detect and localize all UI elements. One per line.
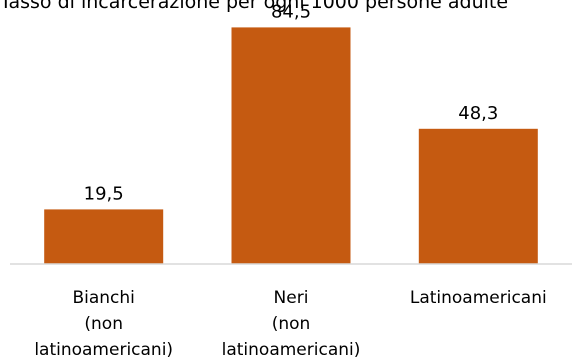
bar-0	[44, 209, 164, 264]
bar-2	[418, 128, 538, 264]
value-label-1: 84,5	[271, 1, 311, 22]
bar-1	[231, 27, 351, 265]
bars-group	[44, 27, 538, 265]
category-label-2-line-0: Latinoamericani	[410, 288, 547, 308]
category-label-0-line-2: latinoamericani)	[34, 340, 173, 360]
category-label-0-line-0: Bianchi	[72, 288, 134, 308]
value-label-0: 19,5	[84, 183, 124, 204]
category-label-1-line-2: latinoamericani)	[222, 340, 361, 360]
labels-group: 19,5 Bianchi (non latinoamericani) 84,5 Neri (…	[34, 1, 546, 360]
chart-title: Tasso di incarcerazione per ogni 1000 pe…	[0, 0, 508, 13]
category-label-1-line-0: Neri	[274, 288, 309, 308]
category-label-0-line-1: (non	[84, 314, 123, 334]
category-label-1-line-1: (non	[272, 314, 311, 334]
value-label-2: 48,3	[458, 103, 498, 124]
